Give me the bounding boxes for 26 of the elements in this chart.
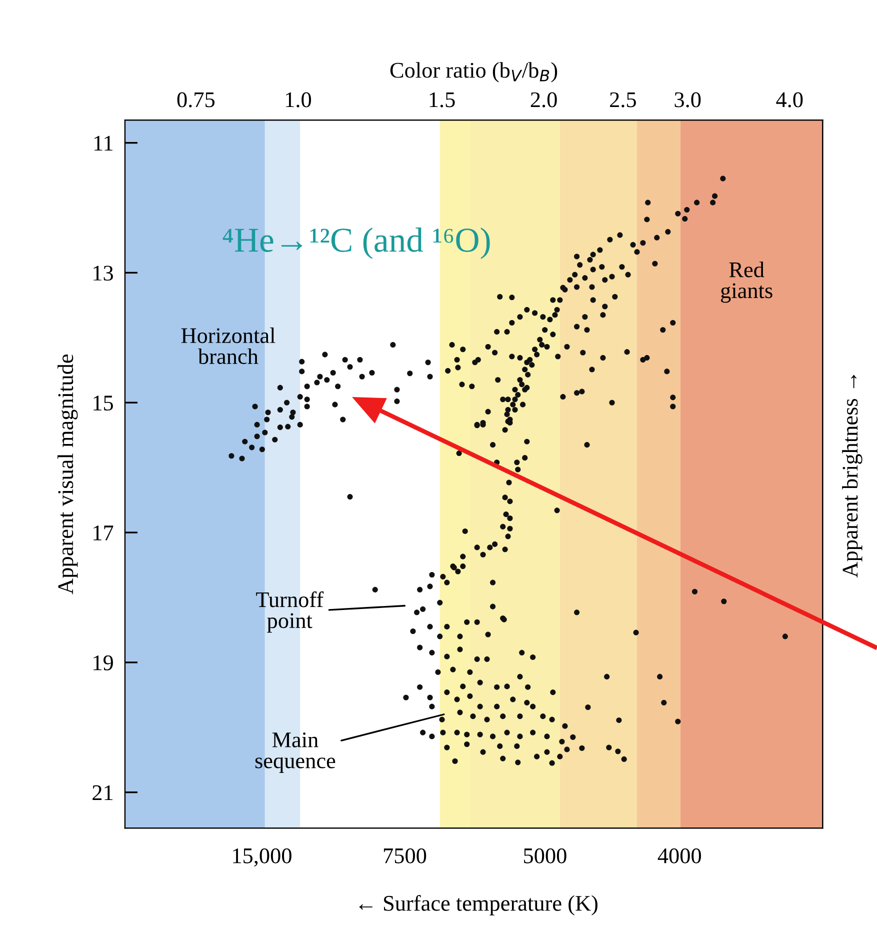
x-tick-label: 3.0 [674, 92, 701, 108]
y-tick-label: 11 [94, 136, 113, 151]
x-tick-label: 4.0 [776, 92, 803, 108]
y-tick-label: 17 [94, 526, 114, 540]
x-tick-label: 1.5 [430, 92, 455, 108]
x-tick-label: 2.5 [610, 92, 636, 108]
text: 4000 [658, 848, 701, 864]
annotation: Red giants [720, 262, 772, 303]
y2-axis-title: Apparent brightness → [842, 374, 862, 578]
text: ← Surface temperature (K) [359, 895, 598, 916]
text: 7500 [384, 848, 426, 864]
x-axis-title: Color ratio (b$_{V}$/b$_{B}$) [390, 62, 558, 82]
x-tick-label: 2.0 [530, 92, 557, 108]
annotation: Horizontal branch [181, 328, 276, 364]
x-tick-label: 0.75 [177, 92, 215, 108]
y-axis-title: Apparent visual magnitude [58, 354, 78, 594]
text: 15,000 [233, 848, 292, 867]
y-tick-label: 21 [92, 785, 113, 800]
text: 5000 [524, 848, 566, 864]
annotation: ⁴He→¹²C (and ¹⁶O) [222, 228, 490, 260]
y-tick-label: 19 [94, 655, 113, 670]
x-tick-label: 1.0 [286, 92, 312, 108]
y-tick-label: 15 [94, 396, 113, 411]
annotation: Turnoff point [256, 591, 324, 633]
y-tick-label: 13 [94, 266, 113, 281]
annotation: Main sequence [255, 732, 336, 773]
